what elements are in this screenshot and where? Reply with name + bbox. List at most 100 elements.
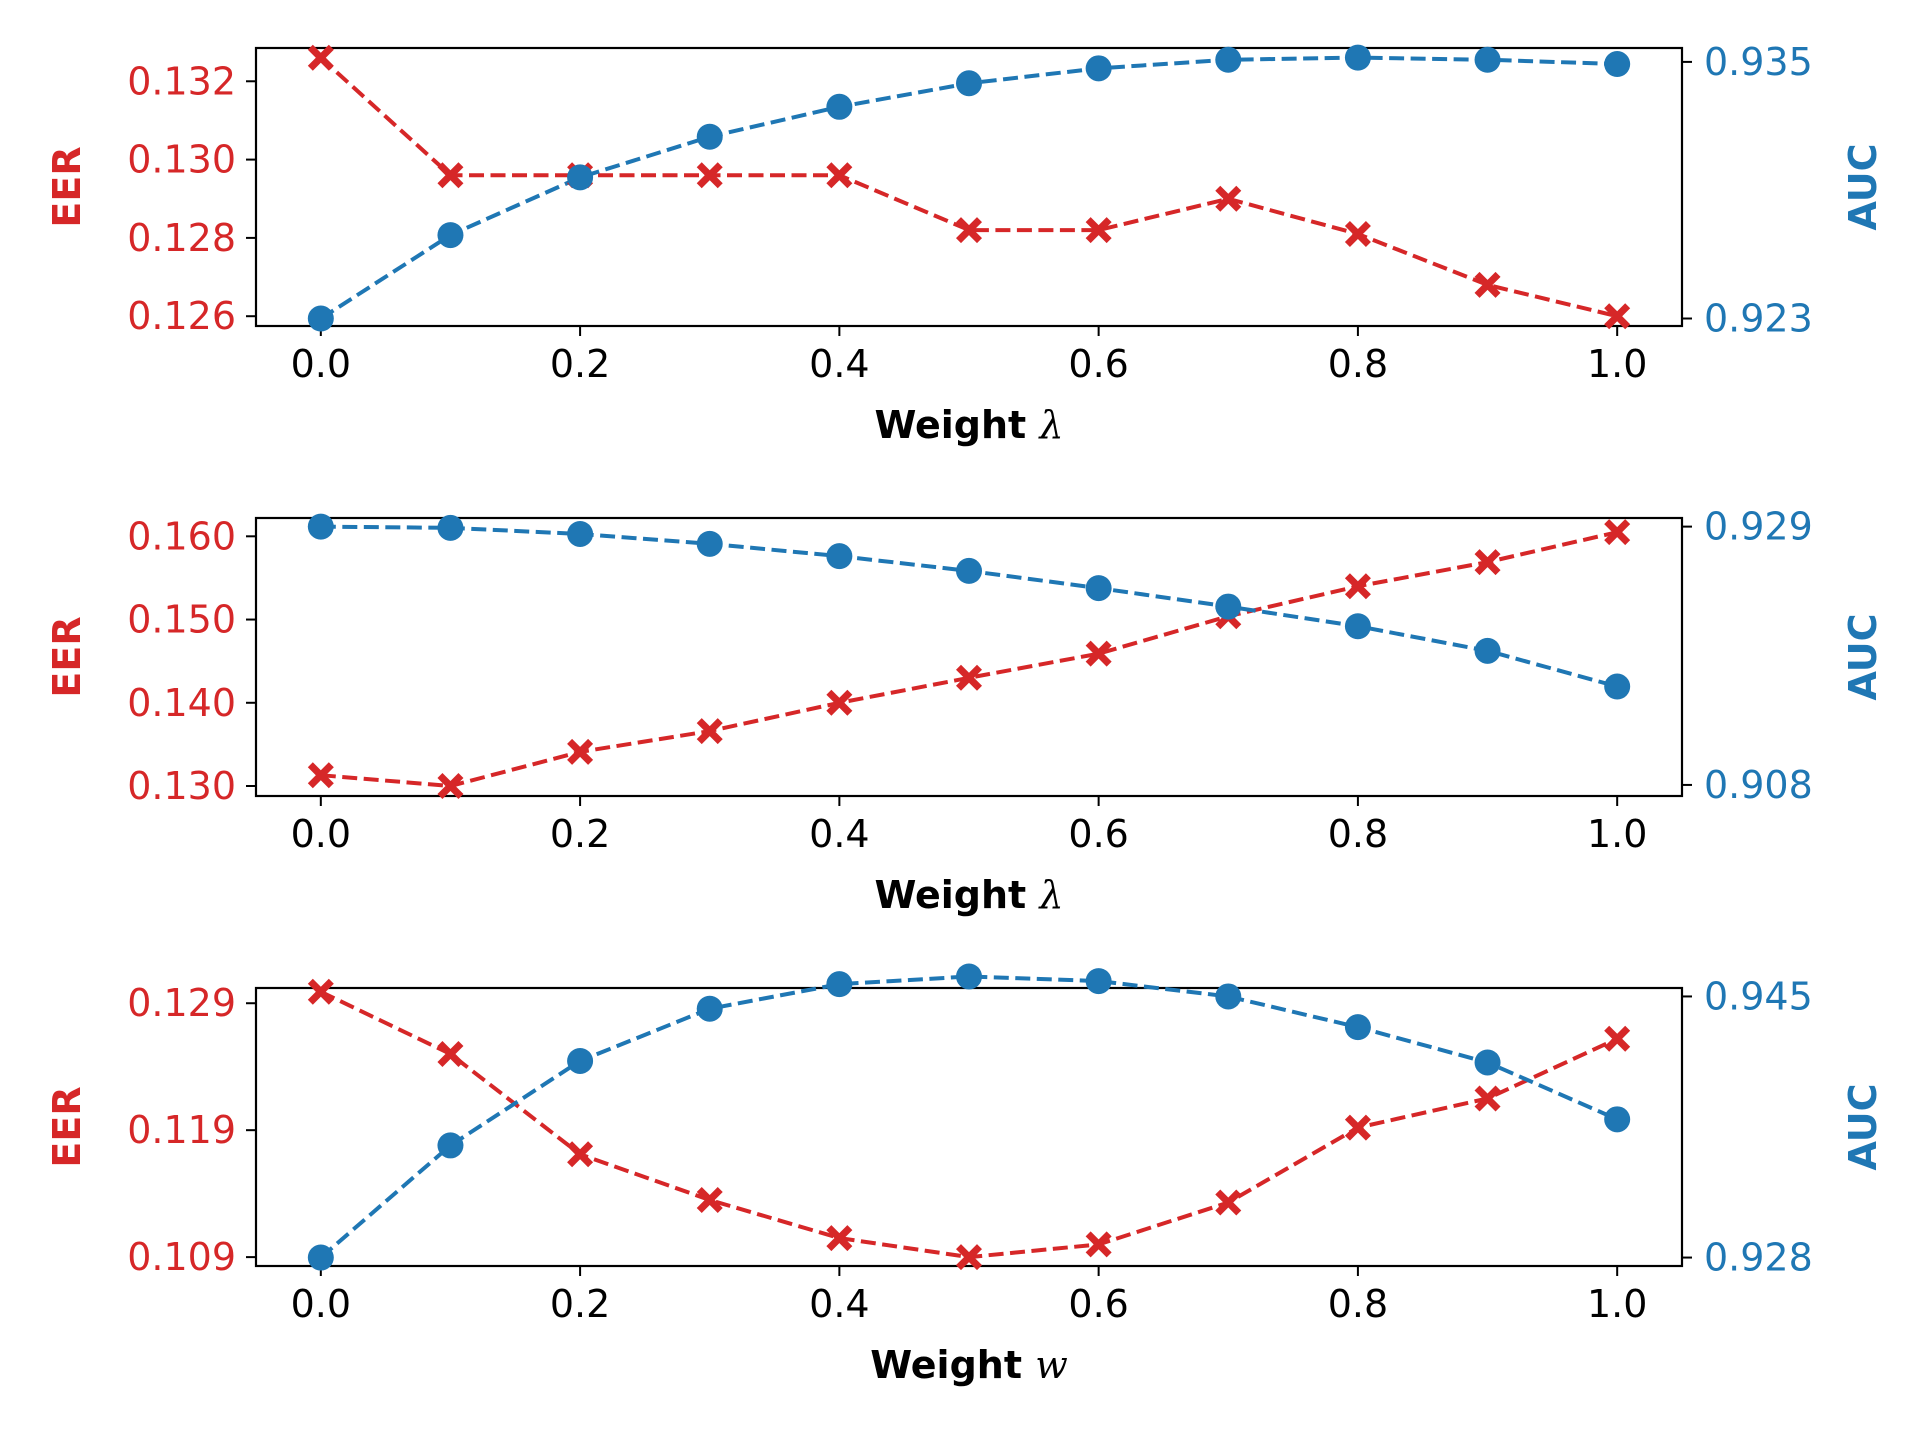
auc-point — [307, 513, 334, 540]
eer-point — [437, 1041, 464, 1068]
x-tick-label: 0.6 — [1068, 812, 1128, 856]
auc-axis-title: AUC — [1841, 1084, 1885, 1171]
auc-point — [826, 971, 853, 998]
eer-point — [826, 689, 853, 716]
auc-tick-label: 0.928 — [1704, 1236, 1813, 1280]
auc-point — [1474, 46, 1501, 73]
eer-tick-label: 0.160 — [127, 514, 236, 558]
auc-tick-label: 0.935 — [1704, 40, 1813, 84]
axes-frame — [254, 46, 1684, 328]
auc-point — [1085, 968, 1112, 995]
x-tick-label: 0.4 — [809, 342, 869, 386]
chart-panel-3: 0.0 0.2 0.4 0.6 0.8 1.0 Weight w 0.109 0.119 0.12… — [45, 963, 1885, 1387]
auc-tick-label: 0.908 — [1704, 763, 1813, 807]
eer-point — [567, 738, 594, 765]
x-tick-label: 0.8 — [1328, 812, 1388, 856]
auc-point — [1215, 593, 1242, 620]
auc-point — [696, 530, 723, 557]
eer-point — [1604, 303, 1631, 330]
auc-point — [1604, 673, 1631, 700]
axes-frame — [254, 986, 1684, 1268]
x-axis-label: Weight λ — [874, 403, 1063, 447]
eer-point — [1474, 271, 1501, 298]
auc-point — [956, 557, 982, 584]
auc-point — [437, 1132, 464, 1159]
x-tick-label: 0.4 — [809, 1282, 869, 1326]
eer-point — [437, 162, 464, 189]
x-tick-label: 0.2 — [550, 1282, 610, 1326]
x-axis-label-text: Weight — [874, 403, 1039, 447]
auc-point — [1344, 1014, 1371, 1041]
x-tick-label: 0.4 — [809, 812, 869, 856]
eer-point — [1344, 1114, 1371, 1141]
auc-tick-label: 0.929 — [1704, 505, 1813, 549]
eer-point — [1604, 1025, 1631, 1052]
eer-tick-label: 0.130 — [127, 764, 236, 808]
eer-tick-label: 0.130 — [127, 138, 236, 182]
x-tick-label: 0.2 — [550, 342, 610, 386]
chart-panel-1: 0.0 0.2 0.4 0.6 0.8 1.0 Weight λ 0.126 0.128 0.13… — [45, 40, 1885, 447]
auc-point — [1215, 983, 1242, 1010]
x-tick-label: 0.0 — [291, 342, 351, 386]
eer-tick-label: 0.128 — [127, 216, 236, 260]
auc-axis-title: AUC — [1841, 144, 1885, 231]
eer-tick-label: 0.132 — [127, 59, 236, 103]
x-axis-label: Weight w — [870, 1343, 1068, 1387]
auc-point — [956, 963, 982, 990]
x-axis-label-symbol: λ — [1037, 403, 1063, 447]
eer-point — [956, 1244, 982, 1271]
auc-axis-title: AUC — [1841, 614, 1885, 701]
auc-point — [1474, 637, 1501, 664]
x-tick-label: 0.8 — [1328, 1282, 1388, 1326]
eer-point — [307, 762, 334, 789]
auc-point — [1215, 46, 1242, 73]
eer-point — [826, 1225, 853, 1252]
auc-point — [307, 305, 334, 332]
eer-point — [1474, 1085, 1501, 1112]
eer-point — [437, 773, 464, 800]
eer-point — [826, 162, 853, 189]
auc-point — [826, 543, 853, 570]
x-axis-label-symbol: λ — [1037, 873, 1063, 917]
auc-point — [956, 70, 982, 97]
auc-point — [1085, 575, 1112, 602]
auc-point — [696, 995, 723, 1022]
eer-axis-title: EER — [45, 1086, 89, 1167]
eer-axis-title: EER — [45, 616, 89, 697]
auc-point — [1344, 44, 1371, 71]
eer-point — [1344, 573, 1371, 600]
eer-point — [1085, 640, 1112, 667]
eer-point — [1085, 217, 1112, 244]
eer-tick-label: 0.140 — [127, 681, 236, 725]
x-tick-label: 0.0 — [291, 812, 351, 856]
eer-series-line — [319, 990, 1619, 1260]
eer-point — [696, 162, 723, 189]
auc-point — [1344, 613, 1371, 640]
x-tick-label: 1.0 — [1587, 342, 1647, 386]
eer-point — [1085, 1231, 1112, 1258]
auc-point — [1085, 55, 1112, 82]
auc-point — [696, 123, 723, 150]
axes-frame — [254, 516, 1684, 798]
eer-axis-title: EER — [45, 146, 89, 227]
auc-series-line — [319, 55, 1618, 321]
eer-point — [1215, 185, 1242, 212]
auc-point — [1604, 51, 1631, 78]
x-axis-label-text: Weight — [874, 873, 1039, 917]
auc-point — [307, 1244, 334, 1271]
x-tick-label: 0.2 — [550, 812, 610, 856]
eer-tick-label: 0.126 — [127, 294, 236, 338]
auc-point — [437, 514, 464, 541]
auc-point — [567, 164, 594, 191]
eer-point — [1344, 220, 1371, 247]
eer-point — [1474, 549, 1501, 576]
x-tick-label: 0.6 — [1068, 1282, 1128, 1326]
auc-point — [826, 93, 853, 120]
auc-series-line — [319, 974, 1618, 1260]
auc-point — [437, 222, 464, 249]
auc-point — [1604, 1106, 1631, 1133]
eer-series-line — [320, 530, 1618, 789]
eer-tick-label: 0.129 — [127, 981, 236, 1025]
eer-point — [1604, 519, 1631, 546]
